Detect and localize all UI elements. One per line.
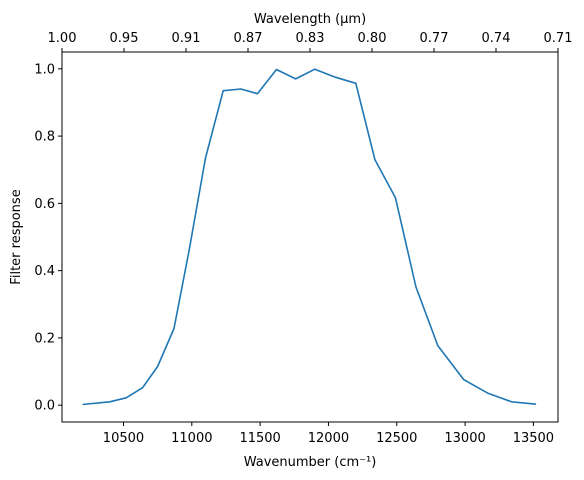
top-tick-label: 0.74 — [482, 31, 511, 46]
top-tick-label: 0.77 — [420, 31, 449, 46]
top-tick-label: 1.00 — [48, 31, 77, 46]
x-tick-label: 11000 — [171, 431, 212, 446]
top-tick-label: 0.87 — [234, 31, 263, 46]
x-tick-label: 12500 — [376, 431, 417, 446]
top-axis-label: Wavelength (μm) — [254, 12, 366, 27]
series-line-0 — [82, 68, 537, 406]
plot-layer — [82, 68, 537, 406]
top-tick-label: 0.91 — [172, 31, 201, 46]
ticks-layer: 10500 11000 11500 12000 12500 13000 13500 0.0 0.… — [34, 31, 572, 446]
y-tick-label: 0.2 — [34, 331, 55, 346]
y-tick-label: 1.0 — [34, 62, 55, 77]
top-tick-label: 0.83 — [296, 31, 325, 46]
plot-frame — [61, 51, 559, 423]
y-tick-label: 0.6 — [34, 197, 55, 212]
top-tick-label: 0.95 — [110, 31, 139, 46]
x-tick-label: 12000 — [308, 431, 349, 446]
top-tick-label: 0.71 — [544, 31, 573, 46]
x-axis-label: Wavenumber (cm⁻¹) — [244, 455, 377, 470]
top-tick-label: 0.80 — [358, 31, 387, 46]
x-tick-label: 10500 — [103, 431, 144, 446]
x-tick-label: 13000 — [444, 431, 485, 446]
y-axis-label: Filter response — [9, 189, 24, 284]
y-tick-label: 0.8 — [34, 130, 55, 145]
y-tick-label: 0.4 — [34, 264, 55, 279]
x-tick-label: 13500 — [513, 431, 554, 446]
y-tick-label: 0.0 — [34, 399, 55, 414]
x-tick-label: 11500 — [239, 431, 280, 446]
